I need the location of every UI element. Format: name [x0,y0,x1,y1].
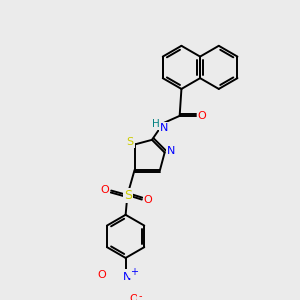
Text: O: O [100,185,109,195]
Text: O: O [144,194,152,205]
Text: N: N [123,272,132,282]
Text: O: O [198,111,206,121]
Text: -: - [138,291,142,300]
Text: H: H [152,119,160,129]
Text: N: N [167,146,175,156]
Text: S: S [124,189,132,202]
Text: O: O [97,270,106,280]
Text: S: S [127,137,134,147]
Text: O: O [129,294,138,300]
Text: +: + [130,267,138,277]
Text: N: N [160,123,169,133]
